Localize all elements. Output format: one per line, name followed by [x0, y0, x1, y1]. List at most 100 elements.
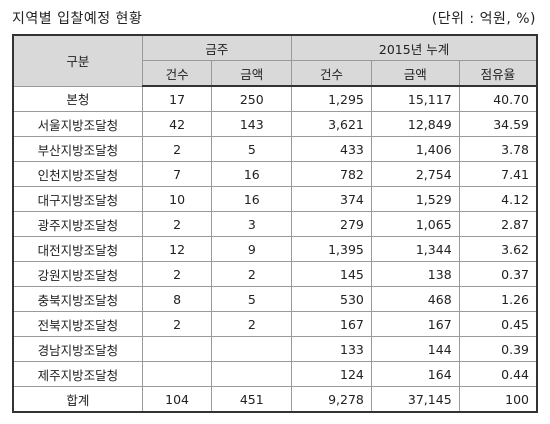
bidding-table: 구분 금주 2015년 누계 건수 금액 건수 금액 점유율 본청 17 250 1,… — [12, 34, 538, 413]
cell-cum-amount: 12,849 — [370, 111, 460, 137]
header-cum-amount: 금액 — [370, 60, 460, 87]
header-row-group: 구분 금주 2015년 누계 — [12, 34, 538, 87]
cell-cum-amount: 468 — [370, 286, 460, 312]
cell-cum-amount: 1,065 — [370, 211, 460, 237]
header-this-week: 금주 — [141, 34, 293, 61]
cell-week-amount: 9 — [211, 236, 293, 262]
cell-week-count: 8 — [141, 286, 213, 312]
cell-week-count: 12 — [141, 236, 213, 262]
page-title: 지역별 입찰예정 현황 — [12, 11, 143, 27]
table-row: 대구지방조달청 10 16 374 1,529 4.12 — [12, 186, 538, 212]
cell-week-count: 2 — [141, 261, 213, 287]
cell-week-amount: 5 — [211, 286, 293, 312]
table-row: 부산지방조달청 2 5 433 1,406 3.78 — [12, 136, 538, 162]
cell-week-amount: 3 — [211, 211, 293, 237]
cell-cum-count: 530 — [291, 286, 372, 312]
cell-cum-share: 0.45 — [458, 311, 538, 337]
cell-week-amount: 16 — [211, 186, 293, 212]
cell-week-amount: 2 — [211, 311, 293, 337]
table-row: 서울지방조달청 42 143 3,621 12,849 34.59 — [12, 111, 538, 137]
cell-cum-share: 7.41 — [458, 161, 538, 187]
cell-cum-count: 433 — [291, 136, 372, 162]
table-row: 합계 104 451 9,278 37,145 100 — [12, 386, 538, 413]
table-row: 전북지방조달청 2 2 167 167 0.45 — [12, 311, 538, 337]
cell-cum-amount: 1,406 — [370, 136, 460, 162]
cell-cum-count: 124 — [291, 361, 372, 387]
region-name: 합계 — [12, 386, 143, 413]
cell-cum-amount: 167 — [370, 311, 460, 337]
cell-week-count: 7 — [141, 161, 213, 187]
region-name: 본청 — [12, 85, 143, 112]
table-row: 광주지방조달청 2 3 279 1,065 2.87 — [12, 211, 538, 237]
region-name: 제주지방조달청 — [12, 361, 143, 387]
cell-cum-amount: 1,344 — [370, 236, 460, 262]
header-2015-cumulative: 2015년 누계 — [291, 34, 538, 61]
cell-cum-share: 3.78 — [458, 136, 538, 162]
header-cum-count: 건수 — [291, 60, 372, 87]
cell-week-amount: 250 — [211, 85, 293, 112]
cell-cum-share: 4.12 — [458, 186, 538, 212]
table-row: 충북지방조달청 8 5 530 468 1.26 — [12, 286, 538, 312]
cell-cum-amount: 144 — [370, 336, 460, 362]
cell-week-amount: 5 — [211, 136, 293, 162]
cell-cum-count: 1,395 — [291, 236, 372, 262]
cell-week-count: 104 — [141, 386, 213, 413]
cell-cum-share: 2.87 — [458, 211, 538, 237]
cell-cum-count: 167 — [291, 311, 372, 337]
region-name: 서울지방조달청 — [12, 111, 143, 137]
cell-cum-amount: 15,117 — [370, 85, 460, 112]
cell-cum-amount: 164 — [370, 361, 460, 387]
cell-cum-share: 0.44 — [458, 361, 538, 387]
table-row: 제주지방조달청 124 164 0.44 — [12, 361, 538, 387]
region-name: 전북지방조달청 — [12, 311, 143, 337]
table-row: 본청 17 250 1,295 15,117 40.70 — [12, 85, 538, 112]
table-row: 대전지방조달청 12 9 1,395 1,344 3.62 — [12, 236, 538, 262]
region-name: 인천지방조달청 — [12, 161, 143, 187]
cell-cum-count: 3,621 — [291, 111, 372, 137]
cell-cum-count: 145 — [291, 261, 372, 287]
cell-cum-count: 374 — [291, 186, 372, 212]
region-name: 충북지방조달청 — [12, 286, 143, 312]
cell-cum-count: 133 — [291, 336, 372, 362]
cell-cum-count: 1,295 — [291, 85, 372, 112]
header-cum-share: 점유율 — [458, 60, 538, 87]
cell-week-count — [141, 361, 213, 387]
cell-cum-count: 279 — [291, 211, 372, 237]
table-row: 경남지방조달청 133 144 0.39 — [12, 336, 538, 362]
cell-cum-count: 782 — [291, 161, 372, 187]
region-name: 대구지방조달청 — [12, 186, 143, 212]
region-name: 부산지방조달청 — [12, 136, 143, 162]
cell-cum-share: 3.62 — [458, 236, 538, 262]
cell-cum-share: 34.59 — [458, 111, 538, 137]
cell-week-amount — [211, 336, 293, 362]
table-row: 강원지방조달청 2 2 145 138 0.37 — [12, 261, 538, 287]
header-week-count: 건수 — [141, 60, 213, 87]
region-name: 경남지방조달청 — [12, 336, 143, 362]
cell-week-count: 2 — [141, 136, 213, 162]
unit-label: (단위 : 억원, %) — [431, 11, 536, 27]
cell-cum-amount: 1,529 — [370, 186, 460, 212]
cell-week-amount: 451 — [211, 386, 293, 413]
cell-cum-share: 0.37 — [458, 261, 538, 287]
header-row-sub: 건수 금액 건수 금액 점유율 — [13, 60, 538, 87]
cell-week-count: 42 — [141, 111, 213, 137]
cell-cum-count: 9,278 — [291, 386, 372, 413]
header-week-amount: 금액 — [211, 60, 293, 87]
cell-cum-amount: 2,754 — [370, 161, 460, 187]
cell-cum-share: 0.39 — [458, 336, 538, 362]
region-name: 대전지방조달청 — [12, 236, 143, 262]
cell-week-amount: 2 — [211, 261, 293, 287]
cell-cum-amount: 37,145 — [370, 386, 460, 413]
cell-week-count: 2 — [141, 211, 213, 237]
cell-week-count — [141, 336, 213, 362]
cell-cum-share: 1.26 — [458, 286, 538, 312]
header-region: 구분 — [12, 34, 143, 87]
cell-week-amount — [211, 361, 293, 387]
cell-week-count: 2 — [141, 311, 213, 337]
cell-week-count: 17 — [141, 85, 213, 112]
cell-cum-share: 100 — [458, 386, 538, 413]
cell-week-count: 10 — [141, 186, 213, 212]
cell-cum-amount: 138 — [370, 261, 460, 287]
cell-week-amount: 16 — [211, 161, 293, 187]
region-name: 광주지방조달청 — [12, 211, 143, 237]
